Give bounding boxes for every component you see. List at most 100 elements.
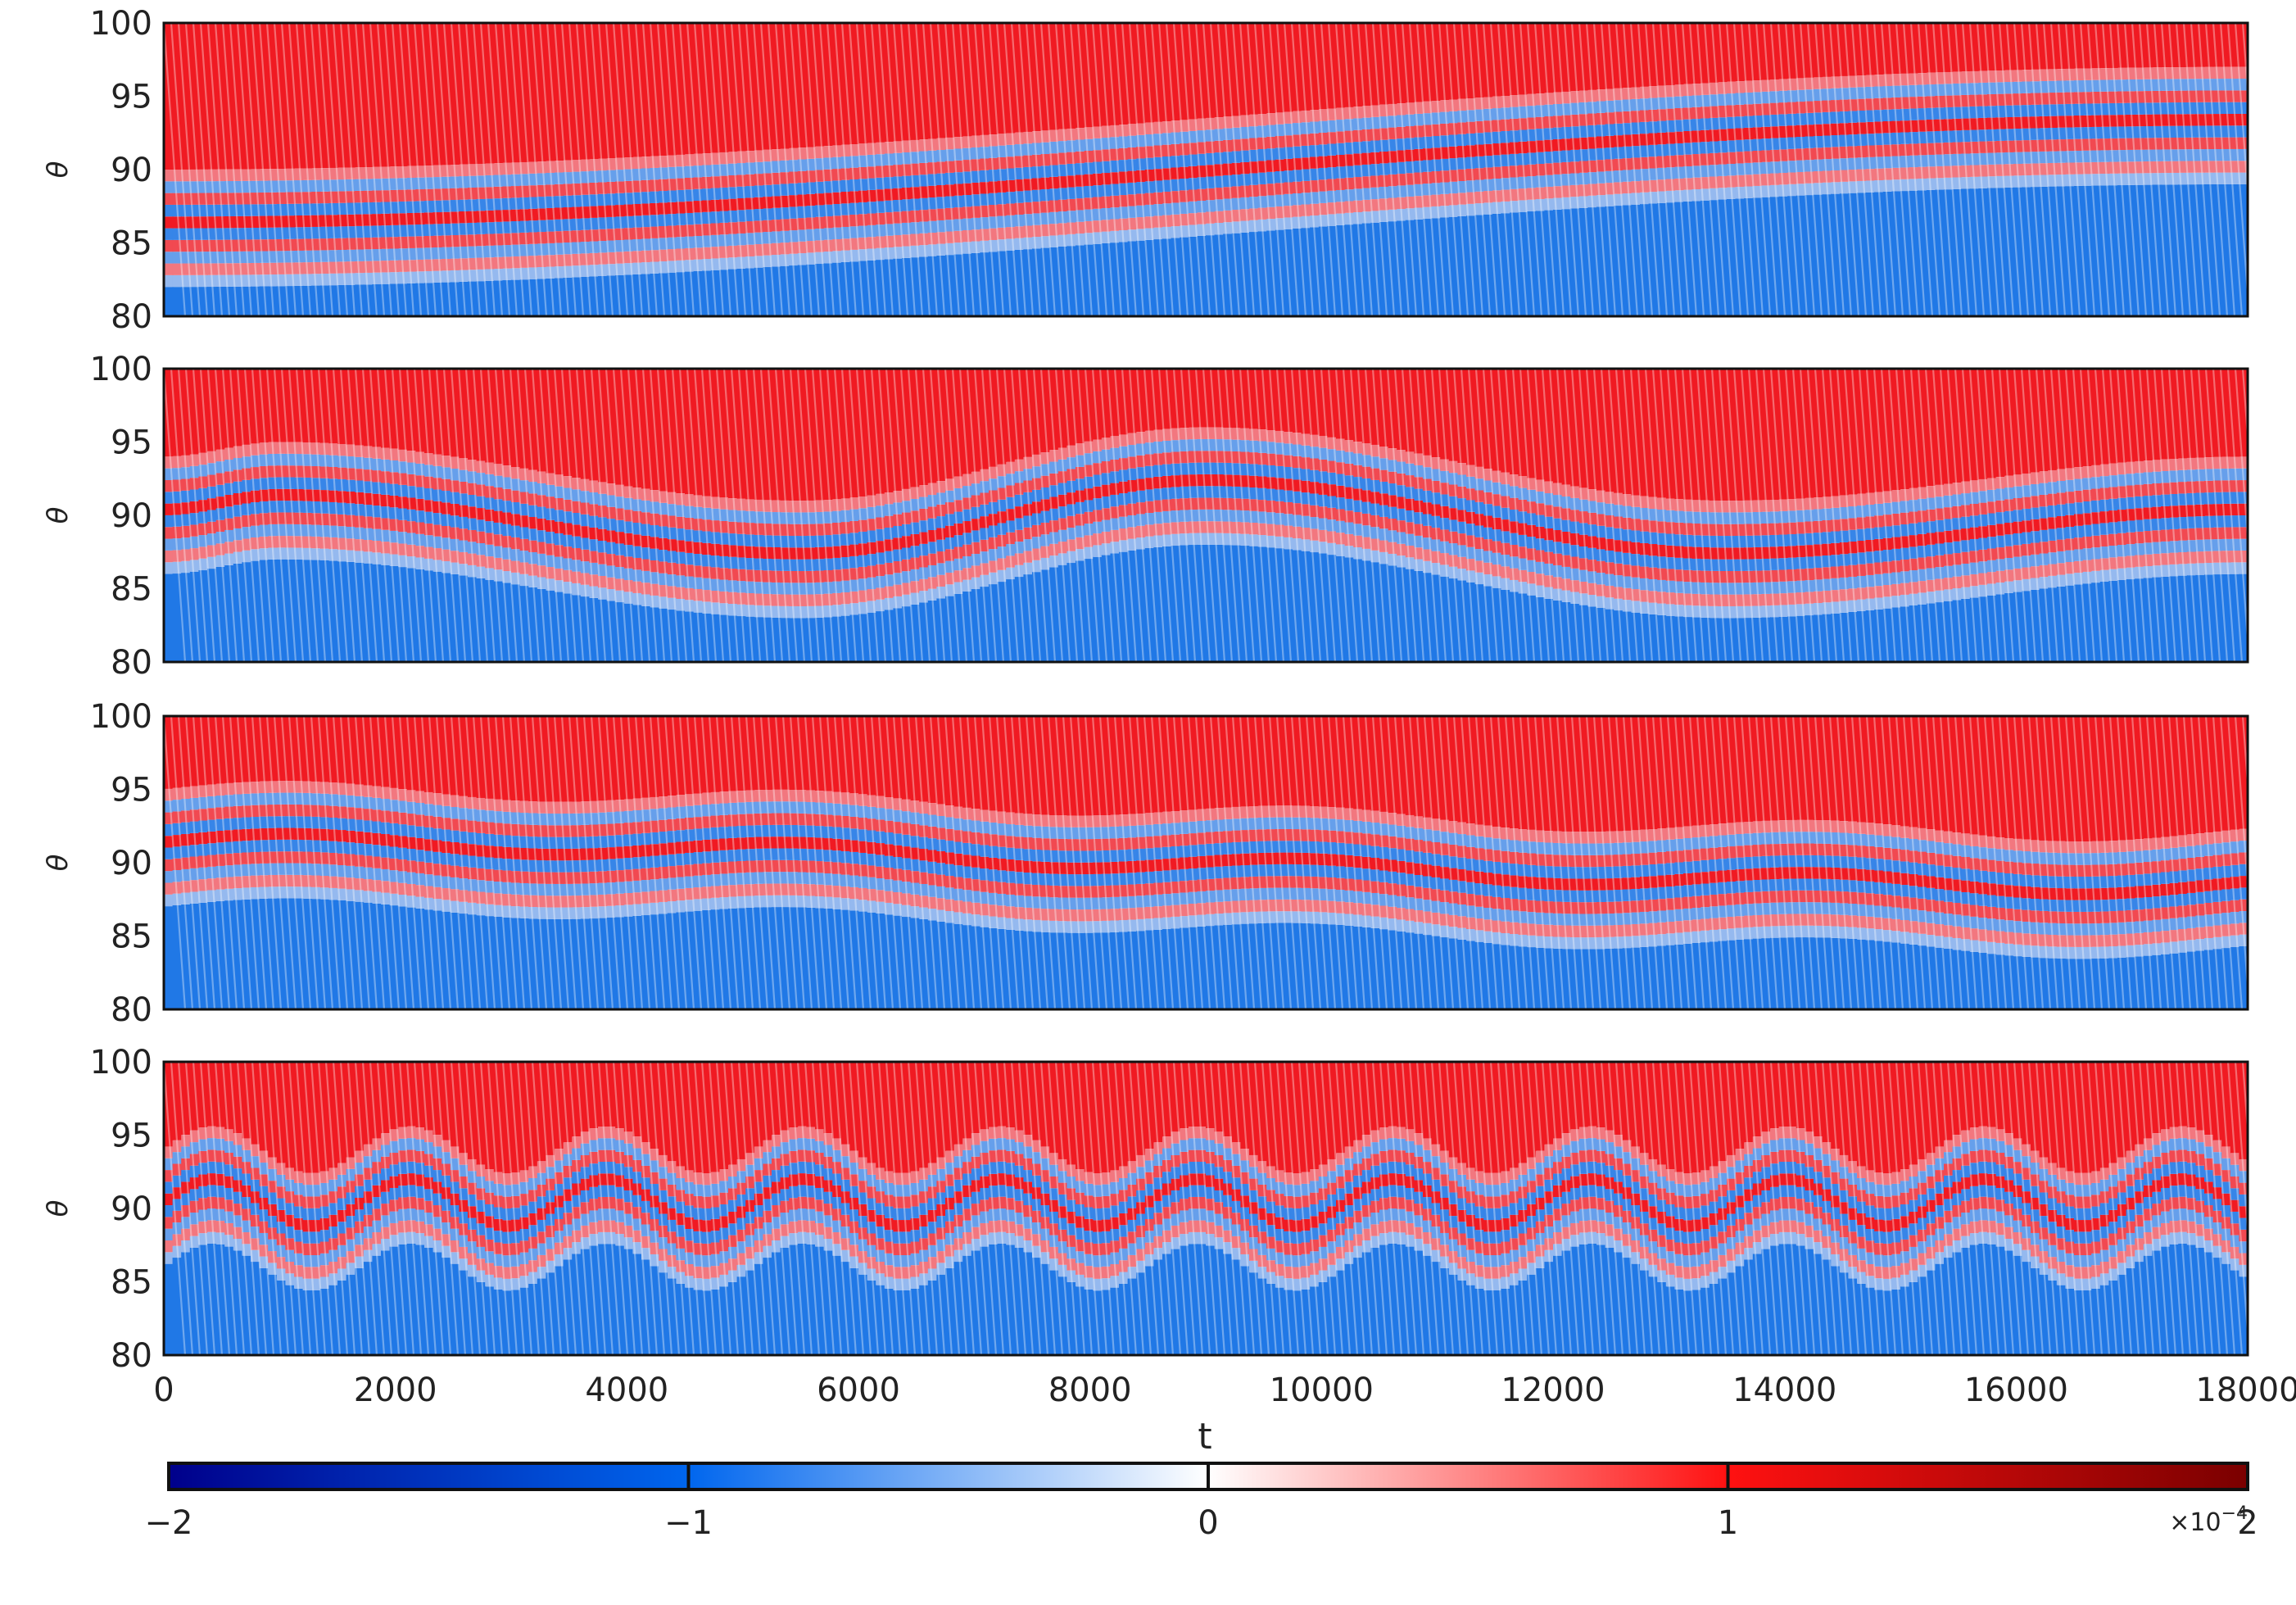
field-band-cell bbox=[1032, 489, 1042, 502]
field-band-cell bbox=[2022, 175, 2031, 188]
field-band-cell bbox=[1709, 165, 1719, 177]
field-band-cell bbox=[1414, 161, 1424, 173]
field-band-cell bbox=[2195, 90, 2205, 102]
field-lower-cell bbox=[780, 265, 790, 316]
field-upper-cell bbox=[632, 369, 642, 488]
field-band-cell bbox=[858, 143, 868, 156]
field-upper-cell bbox=[1544, 23, 1554, 93]
field-band-cell bbox=[806, 547, 816, 560]
field-band-cell bbox=[1006, 144, 1016, 157]
field-band-cell bbox=[1987, 70, 1997, 83]
field-band-cell bbox=[2143, 149, 2153, 161]
field-band-cell bbox=[1370, 456, 1380, 469]
field-lower-cell bbox=[563, 593, 573, 662]
field-band-cell bbox=[632, 510, 642, 524]
field-upper-cell bbox=[1596, 23, 1606, 90]
field-band-cell bbox=[1510, 188, 1519, 202]
field-band-cell bbox=[1440, 193, 1450, 206]
field-lower-cell bbox=[953, 593, 964, 662]
field-band-cell bbox=[1093, 150, 1103, 162]
field-band-cell bbox=[615, 508, 625, 520]
field-band-cell bbox=[519, 492, 530, 504]
field-band-cell bbox=[528, 173, 538, 186]
field-band-cell bbox=[919, 508, 929, 521]
field-lower-cell bbox=[319, 285, 330, 316]
field-band-cell bbox=[189, 252, 200, 264]
field-band-cell bbox=[181, 204, 191, 217]
field-lower-cell bbox=[1631, 204, 1641, 316]
field-band-cell bbox=[389, 248, 400, 261]
field-band-cell bbox=[1674, 107, 1684, 120]
field-band-cell bbox=[840, 569, 851, 581]
field-band-cell bbox=[1440, 100, 1450, 112]
field-band-cell bbox=[1119, 528, 1129, 541]
field-band-cell bbox=[650, 238, 660, 251]
field-band-cell bbox=[346, 492, 356, 504]
y-tick-label: 85 bbox=[111, 225, 152, 263]
field-lower-cell bbox=[1544, 210, 1554, 316]
field-band-cell bbox=[432, 235, 443, 247]
field-band-cell bbox=[189, 216, 200, 229]
field-band-cell bbox=[884, 539, 894, 551]
field-band-cell bbox=[1527, 176, 1537, 188]
field-band-cell bbox=[1553, 186, 1563, 198]
field-band-cell bbox=[268, 453, 278, 466]
field-band-cell bbox=[1275, 206, 1285, 219]
field-band-cell bbox=[1110, 137, 1120, 149]
field-band-cell bbox=[172, 456, 183, 469]
field-band-cell bbox=[1197, 521, 1207, 533]
field-band-cell bbox=[745, 593, 755, 605]
texture-line bbox=[1408, 23, 1433, 316]
field-band-cell bbox=[1709, 117, 1719, 130]
field-upper-cell bbox=[884, 369, 894, 493]
field-band-cell bbox=[424, 259, 434, 271]
field-band-cell bbox=[372, 482, 382, 494]
field-band-cell bbox=[1822, 147, 1832, 160]
field-band-cell bbox=[632, 192, 642, 205]
field-lower-cell bbox=[927, 256, 938, 316]
field-band-cell bbox=[2143, 67, 2153, 79]
field-band-cell bbox=[632, 169, 642, 181]
field-band-cell bbox=[971, 577, 981, 590]
field-band-cell bbox=[172, 204, 183, 217]
field-band-cell bbox=[172, 181, 183, 193]
field-band-cell bbox=[823, 146, 834, 158]
field-band-cell bbox=[823, 523, 834, 536]
field-band-cell bbox=[285, 442, 295, 454]
field-lower-cell bbox=[989, 584, 999, 662]
field-band-cell bbox=[1657, 132, 1667, 145]
field-band-cell bbox=[1865, 86, 1876, 99]
field-band-cell bbox=[1553, 127, 1563, 139]
field-band-cell bbox=[406, 224, 417, 237]
field-band-cell bbox=[1874, 133, 1884, 146]
field-upper-cell bbox=[1727, 23, 1737, 82]
field-band-cell bbox=[823, 511, 834, 524]
field-band-cell bbox=[676, 237, 686, 249]
field-band-cell bbox=[1293, 193, 1302, 206]
field-band-cell bbox=[1414, 465, 1424, 478]
field-band-cell bbox=[1318, 542, 1329, 554]
field-band-cell bbox=[693, 530, 704, 542]
field-band-cell bbox=[164, 456, 174, 469]
field-band-cell bbox=[1752, 92, 1763, 104]
field-band-cell bbox=[1535, 105, 1546, 117]
field-band-cell bbox=[424, 487, 434, 501]
field-band-cell bbox=[1162, 440, 1172, 453]
field-band-cell bbox=[1744, 127, 1754, 140]
texture-line bbox=[1438, 23, 1462, 316]
texture-line bbox=[346, 23, 371, 316]
field-band-cell bbox=[1249, 452, 1259, 465]
field-band-cell bbox=[1257, 429, 1268, 442]
field-band-cell bbox=[919, 567, 929, 579]
field-band-cell bbox=[1944, 119, 1954, 131]
field-band-cell bbox=[650, 179, 660, 192]
field-band-cell bbox=[884, 492, 894, 505]
field-band-cell bbox=[319, 191, 330, 204]
field-band-cell bbox=[181, 490, 191, 503]
field-band-cell bbox=[1336, 450, 1346, 463]
field-band-cell bbox=[1127, 527, 1138, 539]
field-band-cell bbox=[181, 560, 191, 574]
field-band-cell bbox=[251, 502, 260, 515]
field-upper-cell bbox=[164, 369, 174, 457]
field-band-cell bbox=[251, 537, 260, 550]
